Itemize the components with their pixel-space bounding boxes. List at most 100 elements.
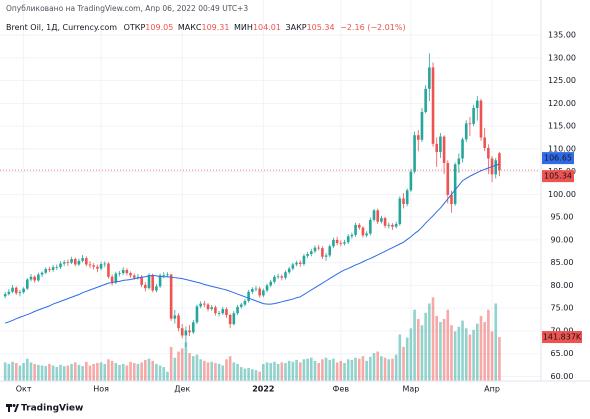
candle-body	[405, 190, 409, 204]
x-tick-label: Ноя	[93, 385, 109, 394]
volume-bar	[136, 363, 140, 381]
volume-bar	[236, 363, 239, 381]
volume-bar	[7, 363, 11, 381]
volume-bar	[239, 367, 243, 381]
candle-body	[33, 276, 36, 281]
volume-bar	[339, 360, 343, 381]
x-tick-label: Дек	[174, 385, 190, 394]
candle-body	[354, 224, 357, 235]
candle-body	[99, 264, 103, 269]
candle-body	[96, 266, 99, 269]
candle-body	[428, 67, 431, 89]
candle-body	[247, 291, 250, 301]
volume-bar	[99, 362, 103, 381]
candle-body	[29, 276, 33, 280]
y-tick-label: 100.00	[548, 190, 576, 199]
volume-bar	[162, 367, 166, 381]
candle-body	[380, 218, 383, 222]
candle-body	[217, 313, 221, 314]
candle-body	[114, 273, 118, 283]
candle-body	[203, 303, 206, 305]
candle-body	[416, 135, 420, 140]
candle-body	[151, 274, 155, 291]
ohlc-label: МИН	[234, 23, 253, 32]
volume-bar	[110, 360, 114, 381]
y-tick-label: 75.00	[551, 304, 574, 313]
volume-pane	[3, 297, 501, 381]
volume-bar	[409, 328, 413, 381]
candle-body	[51, 267, 55, 270]
volume-bar	[129, 361, 132, 381]
volume-bar	[37, 364, 40, 381]
volume-bar	[173, 357, 177, 381]
volume-bar	[225, 359, 228, 381]
y-tick-label: 80.00	[551, 281, 574, 290]
volume-bar	[302, 359, 306, 381]
volume-bar	[295, 359, 298, 381]
volume-bar	[280, 362, 284, 381]
price-pane	[0, 53, 540, 347]
volume-bar	[11, 361, 14, 381]
volume-bar	[70, 363, 73, 381]
volume-bar	[59, 364, 62, 381]
candle-body	[73, 259, 77, 265]
volume-bar	[420, 325, 424, 381]
volume-bar	[25, 358, 29, 381]
volume-bar	[424, 312, 427, 381]
candle-body	[140, 276, 143, 285]
volume-bar	[62, 366, 66, 381]
volume-label: 141.837K	[543, 333, 582, 342]
candle-body	[22, 288, 25, 293]
logo-part	[8, 404, 10, 412]
volume-bar	[310, 357, 313, 381]
x-tick-label: Апр	[484, 385, 500, 394]
candle-body	[402, 198, 405, 204]
volume-bar	[195, 354, 199, 381]
candle-body	[191, 322, 195, 333]
volume-bar	[394, 354, 398, 381]
y-tick-label: 135.00	[548, 31, 576, 40]
candle-body	[206, 304, 210, 310]
volume-bar	[306, 358, 309, 381]
ohlc-value: 104.01	[253, 23, 281, 32]
candle-body	[468, 123, 472, 125]
volume-bar	[439, 322, 442, 381]
volume-bar	[413, 309, 416, 381]
candle-body	[77, 260, 81, 265]
volume-bar	[335, 362, 339, 381]
volume-bar	[66, 365, 70, 381]
brand: TradingView	[21, 404, 83, 414]
candle-body	[350, 234, 354, 237]
volume-bar	[450, 325, 453, 381]
volume-bar	[494, 303, 498, 381]
candle-body	[328, 246, 332, 256]
volume-bar	[479, 315, 483, 381]
ohlc-value: 109.31	[201, 23, 229, 32]
candle-body	[66, 262, 70, 264]
volume-bar	[383, 357, 387, 381]
candle-body	[92, 265, 95, 267]
volume-bar	[118, 364, 121, 381]
volume-bar	[380, 356, 383, 381]
volume-bar	[487, 309, 490, 381]
candle-body	[132, 275, 136, 278]
volume-bar	[96, 363, 99, 381]
volume-bar	[472, 329, 475, 381]
candle-body	[262, 290, 265, 296]
candle-body	[155, 286, 158, 291]
volume-bar	[29, 362, 33, 381]
x-tick-label: Мар	[402, 385, 419, 394]
candle-body	[472, 107, 475, 124]
candle-body	[37, 274, 40, 281]
candle-body	[136, 276, 140, 278]
volume-bar	[321, 359, 324, 381]
candle-body	[232, 313, 236, 325]
volume-bar	[228, 356, 232, 381]
volume-bar	[140, 362, 143, 381]
candle-body	[391, 224, 394, 227]
volume-bar	[199, 359, 202, 381]
volume-bar	[332, 358, 335, 381]
volume-bar	[265, 362, 269, 381]
volume-bar	[166, 371, 169, 381]
